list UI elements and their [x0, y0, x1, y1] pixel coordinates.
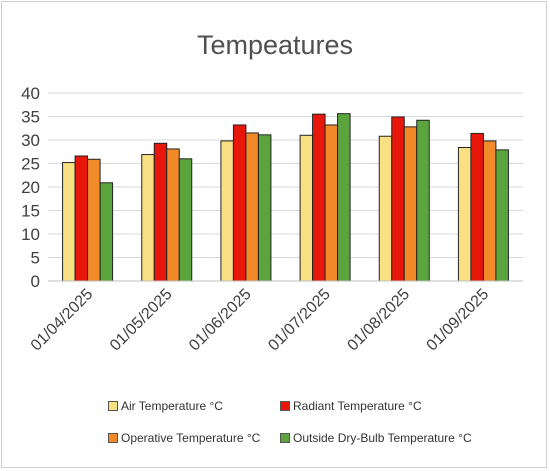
legend-label-operative-temperature: Operative Temperature °C: [121, 431, 261, 445]
bar: [245, 132, 259, 282]
legend-label-radiant-temperature: Radiant Temperature °C: [293, 399, 422, 413]
bar: [141, 154, 155, 282]
x-tick-label: 01/06/2025: [186, 286, 255, 355]
bar: [232, 124, 247, 282]
bar: [403, 126, 418, 282]
bar: [62, 162, 76, 282]
bar: [299, 134, 314, 282]
y-tick-label: 35: [21, 108, 40, 127]
bar: [324, 124, 339, 282]
x-tick-label: 01/07/2025: [265, 286, 334, 355]
y-tick-label: 0: [31, 272, 40, 291]
y-tick-label: 25: [21, 155, 40, 174]
legend-label-outside-dry-bulb-temperature: Outside Dry-Bulb Temperature °C: [293, 431, 472, 445]
bar: [87, 158, 101, 282]
x-tick-label: 01/04/2025: [28, 286, 97, 355]
y-tick-label: 20: [21, 178, 40, 197]
legend-item-air-temperature: Air Temperature °C: [108, 399, 223, 413]
legend-swatch-radiant-temperature: [280, 401, 290, 411]
bar: [482, 140, 497, 282]
bar: [312, 113, 326, 282]
bar: [416, 119, 430, 282]
bar: [378, 135, 393, 282]
bar: [470, 132, 484, 282]
x-tick-label: 01/08/2025: [344, 286, 413, 355]
bar: [495, 149, 509, 282]
legend-swatch-air-temperature: [108, 401, 118, 411]
bar: [257, 134, 272, 282]
y-tick-label: 15: [21, 202, 40, 221]
bar: [99, 182, 114, 282]
x-tick-label: 01/05/2025: [107, 286, 176, 355]
bar: [337, 113, 351, 282]
bar: [166, 148, 180, 282]
bar: [178, 158, 193, 282]
x-tick-label: 01/09/2025: [424, 286, 493, 355]
legend-item-radiant-temperature: Radiant Temperature °C: [280, 399, 422, 413]
legend-swatch-outside-dry-bulb-temperature: [280, 433, 290, 443]
legend-item-outside-dry-bulb-temperature: Outside Dry-Bulb Temperature °C: [280, 431, 472, 445]
bar: [74, 155, 89, 282]
bar: [220, 140, 234, 282]
chart-title: Tempeatures: [196, 30, 354, 60]
y-tick-label: 30: [21, 131, 40, 150]
legend-item-operative-temperature: Operative Temperature °C: [108, 431, 260, 445]
y-tick-label: 40: [21, 84, 40, 103]
legend-swatch-operative-temperature: [108, 433, 118, 443]
bar: [153, 142, 168, 282]
bar: [457, 147, 472, 282]
legend-label-air-temperature: Air Temperature °C: [121, 399, 223, 413]
y-tick-label: 5: [31, 249, 40, 268]
y-tick-label: 10: [21, 225, 40, 244]
bar: [391, 116, 405, 282]
